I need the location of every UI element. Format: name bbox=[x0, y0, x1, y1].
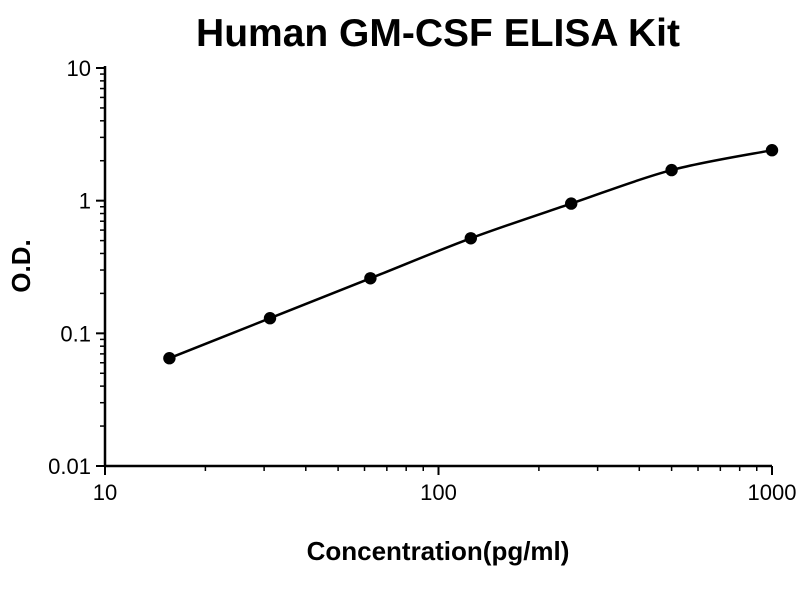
data-point-marker bbox=[565, 197, 578, 210]
y-tick-label: 1 bbox=[79, 189, 91, 214]
x-tick-label: 1000 bbox=[748, 480, 797, 505]
x-axis-label: Concentration(pg/ml) bbox=[307, 536, 570, 566]
y-axis-label: O.D. bbox=[6, 239, 36, 292]
data-point-marker bbox=[163, 352, 176, 365]
y-tick-label: 0.1 bbox=[60, 321, 91, 346]
data-point-marker bbox=[665, 163, 678, 177]
x-tick-label: 10 bbox=[93, 480, 117, 505]
chart-title: Human GM-CSF ELISA Kit bbox=[196, 12, 680, 55]
data-point-marker bbox=[263, 312, 277, 325]
data-point-marker bbox=[765, 144, 779, 157]
data-point-marker bbox=[464, 232, 477, 245]
data-point-marker bbox=[364, 272, 377, 285]
y-tick-label: 10 bbox=[67, 56, 91, 81]
standard-curve-line bbox=[168, 148, 773, 360]
plot-area: 10 100 1000 0.01 0.1 1 10 bbox=[48, 56, 796, 505]
y-tick-label: 0.01 bbox=[48, 454, 91, 479]
x-tick-label: 100 bbox=[420, 480, 457, 505]
